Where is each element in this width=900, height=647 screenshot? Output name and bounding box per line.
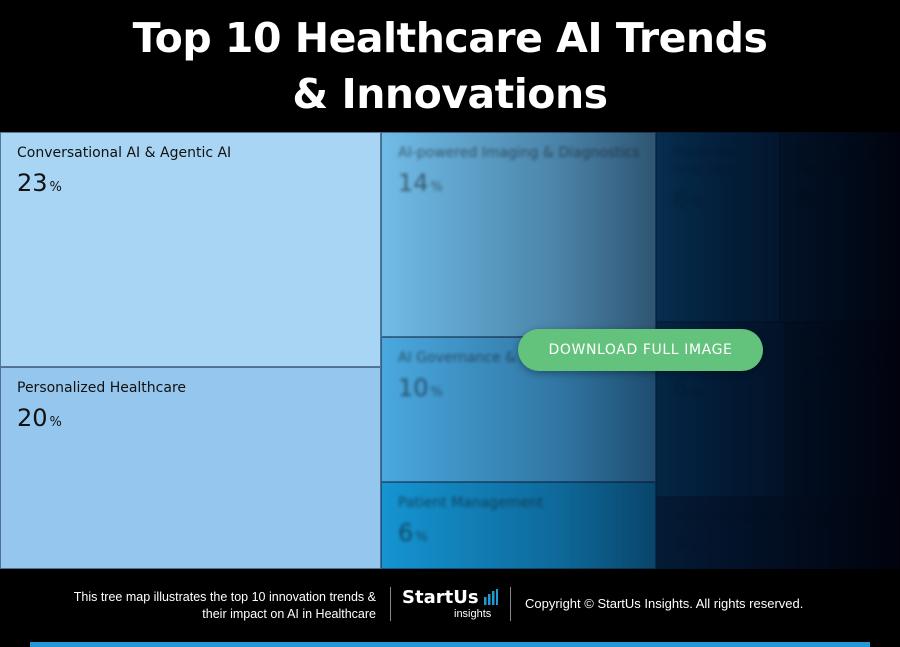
- tile-imaging-diagnostics: AI-powered Imaging & Diagnostics 14%: [381, 132, 656, 337]
- footer-caption: This tree map illustrates the top 10 inn…: [20, 589, 376, 623]
- tile-value: 20%: [17, 404, 62, 432]
- tile-label: AI-powered Imaging & Diagnostics: [398, 145, 640, 161]
- divider: [390, 587, 391, 621]
- treemap-chart: Conversational AI & Agentic AI 23% Perso…: [0, 132, 900, 569]
- caption-line1: This tree map illustrates the top 10 inn…: [73, 590, 376, 604]
- tile-label: Administrative Automation: [673, 510, 861, 526]
- copyright: Copyright © StartUs Insights. All rights…: [525, 596, 804, 611]
- tile-value: 6%: [673, 375, 703, 403]
- tile-label: Predictive Analytics: [673, 145, 743, 178]
- logo-sub: insights: [454, 608, 492, 620]
- caption-line2: their impact on AI in Healthcare: [202, 607, 376, 621]
- download-full-image-button[interactable]: DOWNLOAD FULL IMAGE: [518, 329, 763, 371]
- tile-value: 6%: [797, 185, 827, 213]
- tile-ai-mental-health: AI for Mental Health 6%: [780, 132, 900, 322]
- footer: This tree map illustrates the top 10 inn…: [0, 569, 900, 647]
- tile-label: Conversational AI & Agentic AI: [17, 145, 232, 161]
- page-title-line2: & Innovations: [292, 70, 608, 118]
- tile-label: Personalized Healthcare: [17, 380, 187, 396]
- tile-personalized-healthcare: Personalized Healthcare 20%: [0, 367, 381, 569]
- tile-patient-management: Patient Management 6%: [381, 482, 656, 569]
- tile-label: Predictive Maintenance: [802, 335, 893, 368]
- tile-administrative-automation: Administrative Automation 4%: [656, 497, 900, 569]
- bar-chart-icon: [484, 589, 498, 605]
- tile-conversational-ai: Conversational AI & Agentic AI 23%: [0, 132, 381, 367]
- page-title-line1: Top 10 Healthcare AI Trends: [132, 14, 768, 62]
- tile-value: 10%: [398, 374, 443, 402]
- tile-predictive-maintenance: Predictive Maintenance 5%: [785, 322, 900, 497]
- tile-predictive-analytics: Predictive Analytics 6%: [656, 132, 780, 322]
- startus-logo: StartUs insights: [402, 587, 502, 623]
- logo-brand: StartUs: [402, 587, 479, 608]
- tile-label: AI for Mental Health: [797, 145, 887, 178]
- tile-value: 23%: [17, 169, 62, 197]
- divider: [510, 587, 511, 621]
- tile-value: 14%: [398, 169, 443, 197]
- tile-value: 6%: [398, 519, 428, 547]
- tile-value: 5%: [802, 375, 832, 403]
- tile-label: Patient Management: [398, 495, 544, 511]
- tile-value: 6%: [673, 185, 703, 213]
- accent-bar: [30, 642, 870, 647]
- tile-value: 4%: [673, 530, 703, 558]
- header: Top 10 Healthcare AI Trends & Innovation…: [0, 0, 900, 132]
